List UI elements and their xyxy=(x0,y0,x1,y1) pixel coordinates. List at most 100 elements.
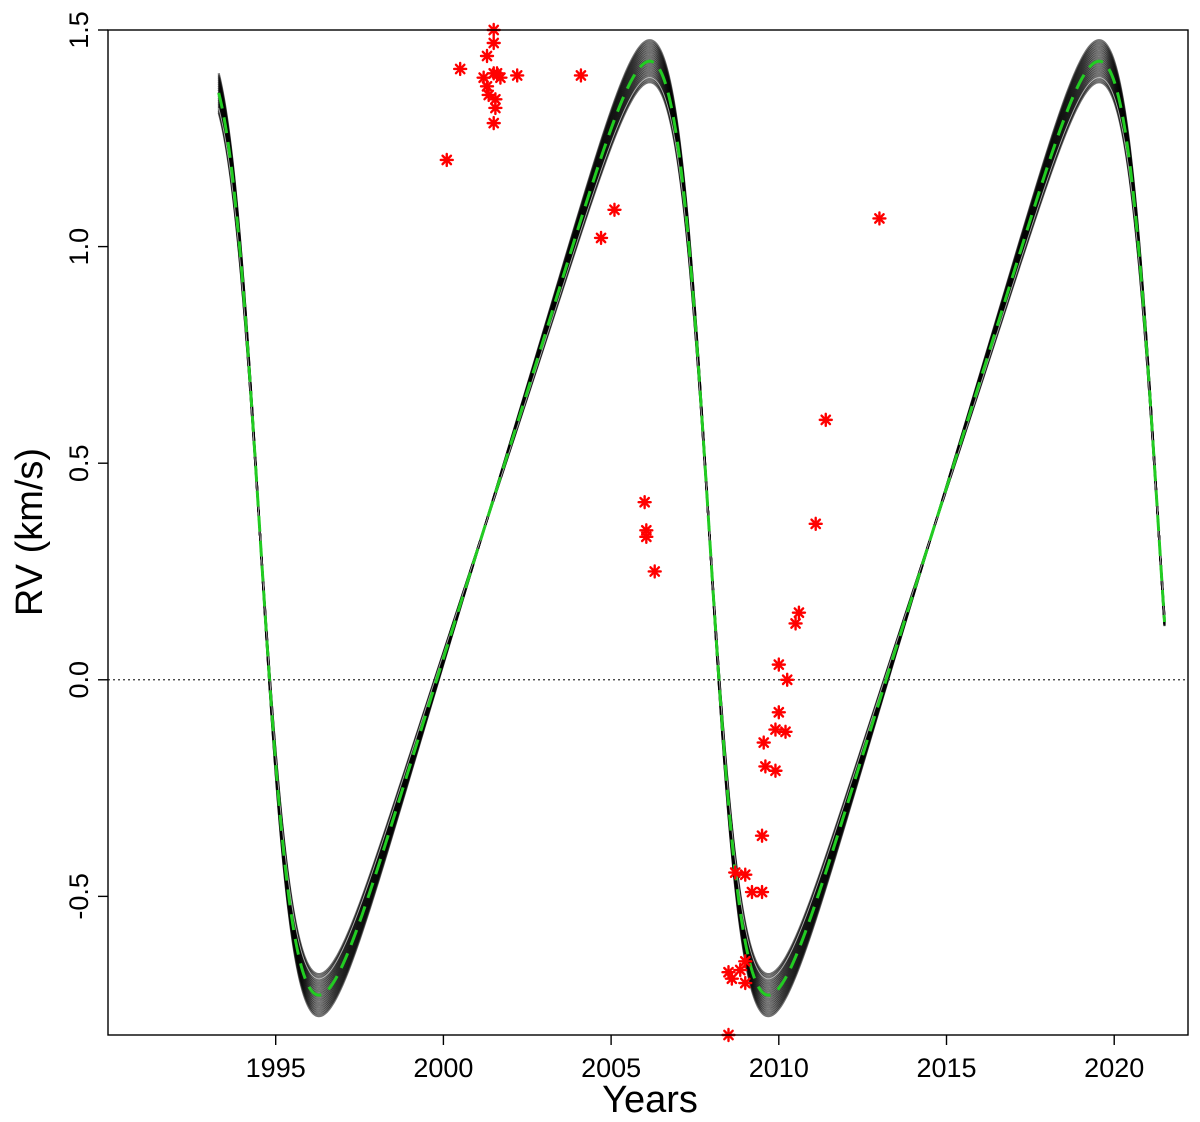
data-point xyxy=(738,975,753,991)
data-point xyxy=(452,61,468,77)
data-point xyxy=(733,962,748,978)
data-point xyxy=(439,152,454,168)
x-tick-label: 2010 xyxy=(749,1053,809,1083)
data-point xyxy=(768,763,783,778)
data-point xyxy=(724,971,740,986)
data-point-core xyxy=(457,66,463,72)
data-point xyxy=(756,735,771,750)
best-fit-orbit xyxy=(217,59,1167,997)
data-point xyxy=(738,954,753,969)
data-point xyxy=(637,494,652,510)
data-point xyxy=(647,564,662,579)
data-point xyxy=(607,202,622,217)
x-tick-label: 2005 xyxy=(581,1053,641,1083)
data-point-core xyxy=(772,768,779,774)
x-axis: 1995 2000 2005 2010 2015 2020 xyxy=(246,1035,1144,1083)
data-point-core xyxy=(491,40,497,46)
data-point-core xyxy=(643,534,649,540)
data-point-core xyxy=(742,872,748,878)
best-fit-line xyxy=(217,59,1167,997)
data-point xyxy=(593,230,609,246)
x-tick-label: 2015 xyxy=(916,1053,976,1083)
data-point-core xyxy=(484,53,490,59)
data-point-core xyxy=(494,70,500,76)
data-point-core xyxy=(792,620,799,627)
y-axis: -0.5 0.0 0.5 1.0 1.5 xyxy=(64,11,108,920)
y-tick-label: 1.5 xyxy=(64,11,94,49)
rv-data-points xyxy=(439,22,887,1043)
data-point-core xyxy=(481,75,487,81)
data-point-core xyxy=(759,889,765,895)
data-point xyxy=(488,92,503,107)
data-point xyxy=(486,115,501,131)
data-point-core xyxy=(598,235,604,241)
data-point-core xyxy=(486,92,492,98)
data-point xyxy=(872,211,887,226)
data-point-core xyxy=(762,763,768,770)
data-point-core xyxy=(642,499,648,505)
data-point xyxy=(489,66,505,81)
data-point-core xyxy=(729,976,735,982)
plot-frame xyxy=(107,29,1189,1036)
data-point xyxy=(771,657,787,672)
data-point-core xyxy=(444,157,450,163)
data-point-core xyxy=(796,610,802,616)
data-point xyxy=(479,79,495,94)
data-point-core xyxy=(737,967,743,973)
y-tick-label: 1.0 xyxy=(64,228,94,266)
x-tick-label: 2000 xyxy=(413,1053,473,1083)
data-point-core xyxy=(742,980,748,986)
data-point xyxy=(779,672,795,687)
data-point xyxy=(771,705,787,720)
y-tick-label: -0.5 xyxy=(64,873,94,920)
data-point xyxy=(728,865,743,880)
data-point-core xyxy=(782,729,789,735)
data-point-core xyxy=(823,417,829,423)
data-point xyxy=(778,724,793,739)
data-point xyxy=(808,516,823,532)
data-point-core xyxy=(484,83,490,89)
data-point-core xyxy=(772,727,779,733)
data-point-core xyxy=(492,96,498,102)
data-point xyxy=(788,616,803,631)
data-point xyxy=(488,100,503,116)
data-point-core xyxy=(514,72,520,79)
data-point xyxy=(791,605,807,620)
data-point xyxy=(573,68,589,83)
y-axis-title: RV (km/s) xyxy=(9,448,51,616)
data-point xyxy=(768,722,783,737)
data-point-core xyxy=(761,739,767,746)
x-tick-label: 2020 xyxy=(1084,1053,1144,1083)
data-point xyxy=(479,48,495,64)
data-point-core xyxy=(611,207,618,213)
data-point-core xyxy=(759,833,765,839)
data-point xyxy=(509,68,525,83)
data-point-core xyxy=(876,215,883,222)
data-point-core xyxy=(776,662,782,668)
data-point-core xyxy=(749,889,755,895)
data-point xyxy=(754,884,770,900)
data-point-core xyxy=(491,120,497,126)
x-tick-label: 1995 xyxy=(246,1053,306,1083)
data-point-core xyxy=(492,105,498,111)
y-tick-label: 0.0 xyxy=(64,661,94,699)
data-point-core xyxy=(742,958,748,964)
data-point xyxy=(758,759,773,774)
data-point-core xyxy=(652,568,658,575)
data-point-core xyxy=(776,709,782,715)
data-point-core xyxy=(578,72,584,79)
data-point-core xyxy=(784,677,790,683)
data-point xyxy=(639,529,654,545)
data-point-core xyxy=(732,869,738,876)
y-tick-label: 0.5 xyxy=(64,444,94,482)
data-point-core xyxy=(813,521,819,527)
orbit-sample-line xyxy=(218,77,1166,980)
x-axis-title: Years xyxy=(602,1079,698,1121)
data-point xyxy=(486,35,501,51)
data-point xyxy=(738,867,753,882)
orbit-sample-line xyxy=(217,39,1166,1018)
data-point xyxy=(818,412,833,428)
